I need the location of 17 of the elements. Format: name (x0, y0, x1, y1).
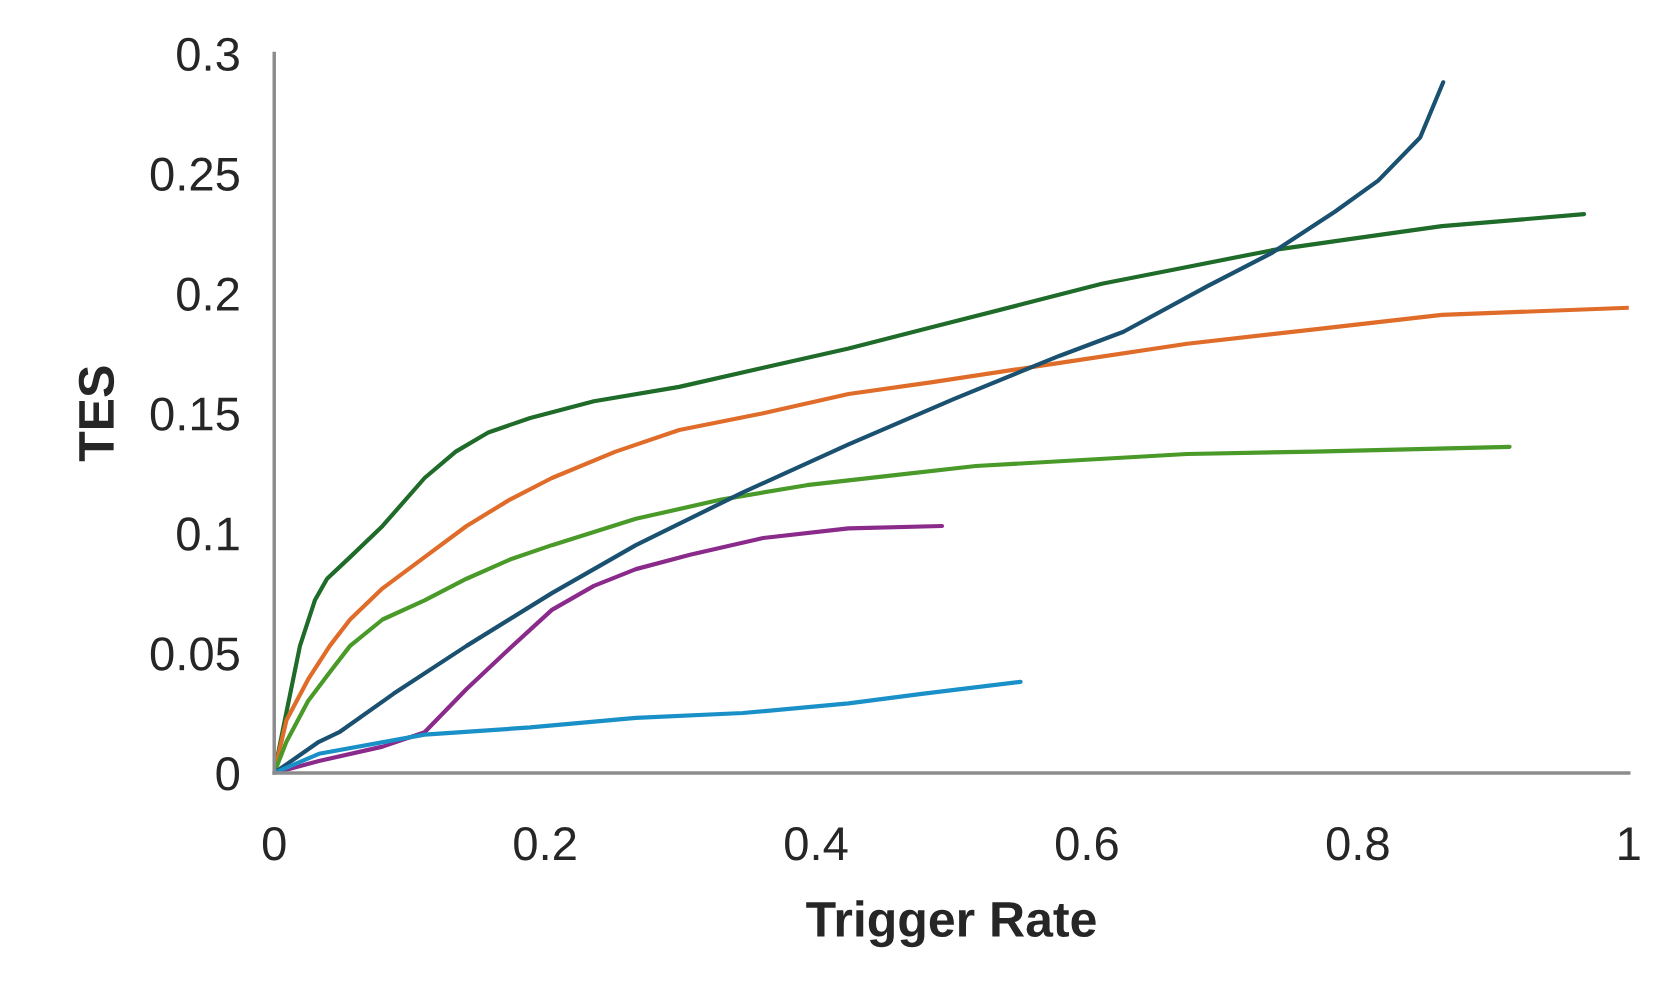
x-tick-label: 0.6 (1055, 827, 1118, 861)
line-series (274, 679, 1023, 773)
y-tick-label: 0.3 (177, 37, 239, 72)
x-tick-label: 0.8 (1326, 827, 1389, 861)
x-tick-label: 0.2 (514, 827, 576, 861)
y-tick-label: 0.15 (150, 397, 239, 431)
y-tick-label: 0.05 (150, 637, 239, 671)
y-tick-label: 0.25 (150, 157, 239, 191)
x-tick-label: 1 (1619, 827, 1640, 860)
line-series (274, 80, 1446, 773)
y-tick-label: 0.1 (177, 517, 239, 551)
y-tick-label: 0 (216, 757, 240, 791)
y-axis-title: TES (78, 366, 115, 462)
x-axis-title: Trigger Rate (806, 900, 1096, 948)
x-tick-label: 0 (262, 827, 286, 861)
y-tick-label: 0.2 (177, 277, 239, 311)
x-tick-label: 0.4 (785, 827, 848, 861)
